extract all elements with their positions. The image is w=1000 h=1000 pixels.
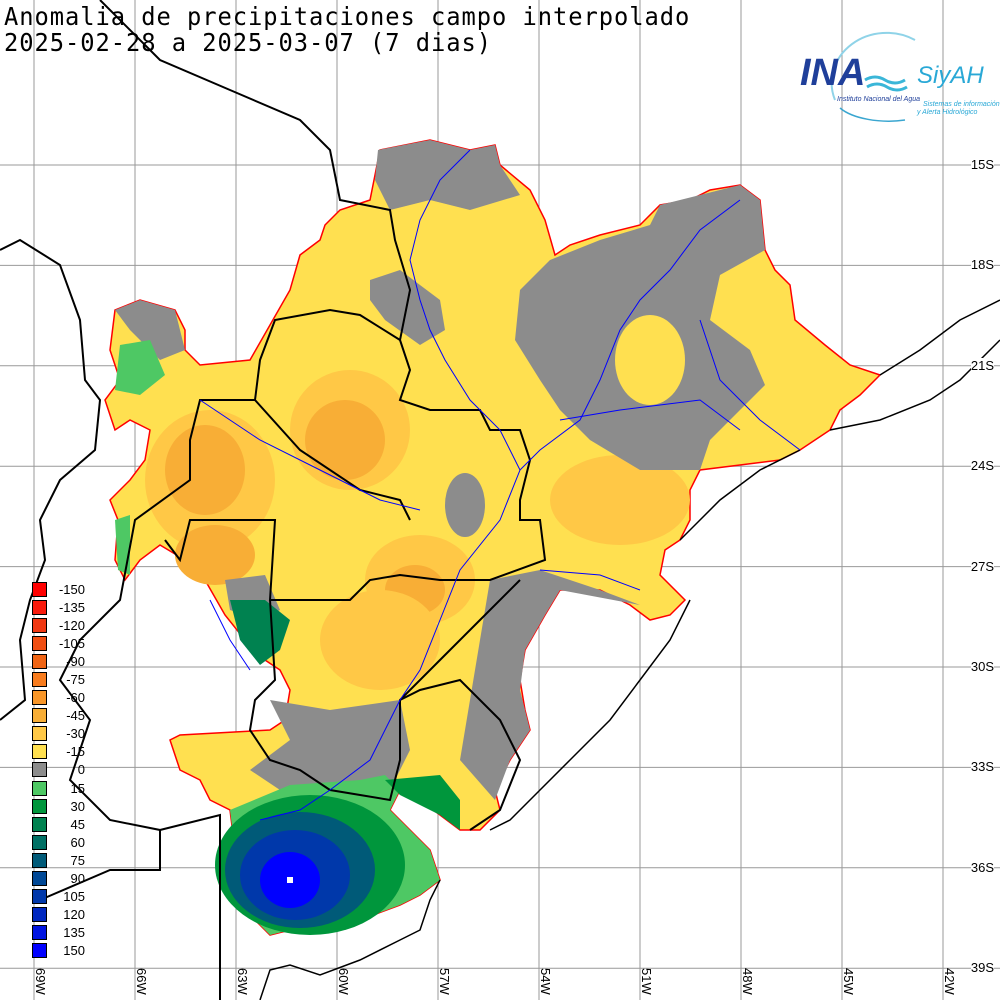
legend-swatch <box>32 889 47 905</box>
legend-label: 60 <box>70 834 85 850</box>
legend-swatch <box>32 708 47 724</box>
legend-swatch <box>32 943 47 959</box>
legend-swatch <box>32 816 47 832</box>
legend-swatch <box>32 780 47 796</box>
longitude-label: 66W <box>134 968 149 995</box>
longitude-label: 60W <box>336 968 351 995</box>
legend-swatch <box>32 925 47 941</box>
longitude-label: 57W <box>437 968 452 995</box>
legend-item: 90 <box>32 870 85 888</box>
legend-label: -120 <box>58 617 85 633</box>
legend-label: -75 <box>66 672 85 688</box>
political-borders <box>0 0 547 1000</box>
legend-swatch <box>32 690 47 706</box>
longitude-label: 69W <box>33 968 48 995</box>
latitude-label: 27S <box>970 558 994 574</box>
legend-swatch <box>32 599 47 615</box>
longitude-label: 45W <box>841 968 856 995</box>
legend-item: -90 <box>32 652 85 670</box>
legend-swatch <box>32 907 47 923</box>
legend-swatch <box>32 762 47 778</box>
legend-item: -45 <box>32 707 85 725</box>
legend-label: 120 <box>63 907 85 923</box>
latitude-label: 30S <box>970 659 994 674</box>
map-title: Anomalia de precipitaciones campo interp… <box>4 2 691 31</box>
orange-anomaly-areas <box>145 370 690 690</box>
legend-label: 135 <box>63 925 85 941</box>
longitude-label: 63W <box>235 968 250 995</box>
latitude-label: 15S <box>970 157 994 172</box>
legend-label: 90 <box>70 871 85 887</box>
legend-label: 30 <box>70 798 85 814</box>
legend-label: -30 <box>66 726 85 742</box>
longitude-label: 51W <box>639 968 654 995</box>
legend-label: 105 <box>63 889 85 905</box>
legend-label: 15 <box>70 780 85 796</box>
color-legend: -150 -135 -120 -105 -90 -75 -60 -45 -30 -15 0 15 30 4… <box>32 580 85 960</box>
ina-siyah-logo: INA SiyAH Instituto Nacional del Agua Si… <box>795 30 1000 125</box>
legend-label: 45 <box>70 816 85 832</box>
legend-item: 30 <box>32 797 85 815</box>
gray-near-normal-areas <box>115 140 765 800</box>
latitude-label: 36S <box>970 859 994 875</box>
legend-swatch <box>32 635 47 651</box>
longitude-label: 48W <box>740 968 755 995</box>
longitude-label: 54W <box>538 968 553 995</box>
legend-item: -105 <box>32 634 85 652</box>
legend-swatch <box>32 726 47 742</box>
legend-item: -120 <box>32 616 85 634</box>
legend-label: -150 <box>58 581 85 597</box>
legend-item: -75 <box>32 670 85 688</box>
longitude-label: 42W <box>942 968 957 995</box>
legend-swatch <box>32 744 47 760</box>
legend-label: -90 <box>66 653 85 669</box>
legend-swatch <box>32 581 47 597</box>
wet-anomaly-areas <box>115 340 460 935</box>
legend-label: 0 <box>77 762 85 778</box>
legend-item: 45 <box>32 815 85 833</box>
legend-label: -45 <box>66 708 85 724</box>
legend-swatch <box>32 672 47 688</box>
legend-item: -30 <box>32 725 85 743</box>
latitude-label: 21S <box>970 357 994 373</box>
legend-label: -135 <box>58 599 85 615</box>
latitude-label: 18S <box>970 257 994 273</box>
legend-swatch <box>32 653 47 669</box>
legend-item: 60 <box>32 833 85 851</box>
legend-swatch <box>32 871 47 887</box>
legend-swatch <box>32 834 47 850</box>
legend-label: -105 <box>58 635 85 651</box>
rivers <box>199 149 801 821</box>
legend-label: -15 <box>66 744 85 760</box>
legend-item: -150 <box>32 580 85 598</box>
legend-item: -15 <box>32 743 85 761</box>
legend-item: 75 <box>32 851 85 869</box>
legend-item: 120 <box>32 906 85 924</box>
logo-arc-icon <box>830 31 916 122</box>
latitude-label: 39S <box>970 960 994 976</box>
latitude-label: 33S <box>970 759 994 775</box>
map-date-range: 2025-02-28 a 2025-03-07 (7 dias) <box>4 28 492 57</box>
legend-item: -60 <box>32 689 85 707</box>
legend-swatch <box>32 617 47 633</box>
legend-label: 150 <box>63 943 85 959</box>
legend-item: 150 <box>32 942 85 960</box>
legend-item: -135 <box>32 598 85 616</box>
legend-swatch <box>32 852 47 868</box>
legend-swatch <box>32 798 47 814</box>
latitude-label: 24S <box>970 458 994 474</box>
legend-item: 15 <box>32 779 85 797</box>
legend-item: 0 <box>32 761 85 779</box>
legend-label: 75 <box>70 852 85 868</box>
legend-label: -60 <box>66 690 85 706</box>
legend-item: 105 <box>32 888 85 906</box>
legend-item: 135 <box>32 924 85 942</box>
